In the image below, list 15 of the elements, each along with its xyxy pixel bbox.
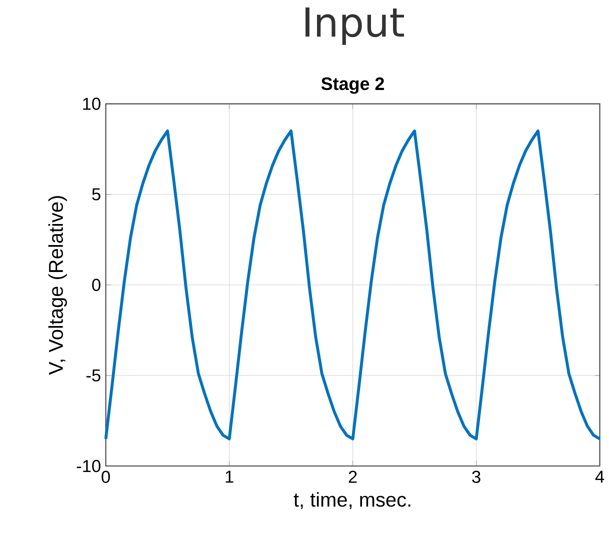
x-tick-label: 4 <box>595 470 604 483</box>
x-axis-title: t, time, msec. <box>294 492 410 510</box>
y-tick-label: 10 <box>83 98 100 110</box>
x-tick-label: 0 <box>102 470 110 484</box>
line-series <box>104 130 602 440</box>
y-tick-label: 5 <box>92 188 100 200</box>
y-tick-label: 0 <box>92 278 100 292</box>
chart-title: Input <box>306 8 404 45</box>
x-tick-label: 1 <box>226 470 234 483</box>
y-axis-title: V, Voltage (Relative) <box>48 196 67 375</box>
y-tick-label: -10 <box>76 460 100 472</box>
chart-subtitle: Stage 2 <box>321 77 384 94</box>
x-tick-label: 3 <box>472 470 480 484</box>
x-tick-label: 2 <box>348 470 357 483</box>
y-tick-label: -5 <box>86 370 100 382</box>
